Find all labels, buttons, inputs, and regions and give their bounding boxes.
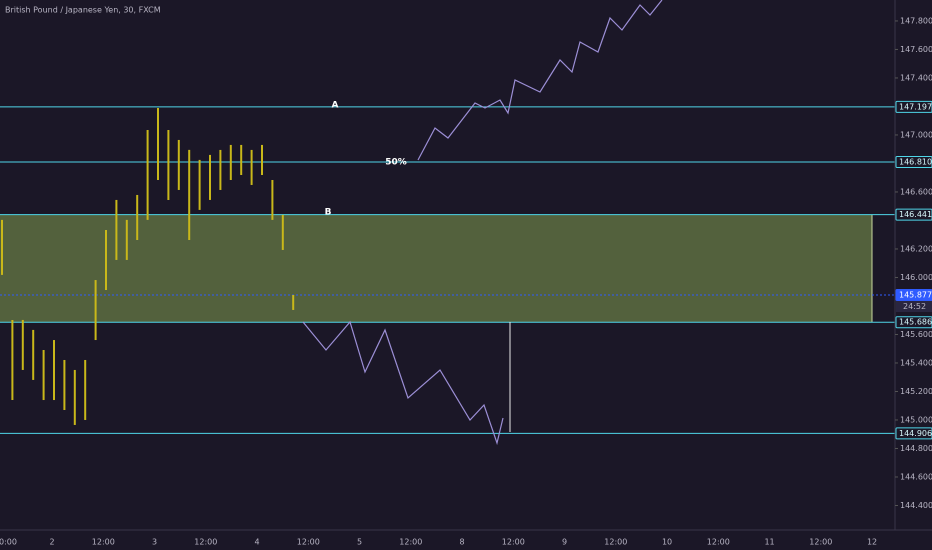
x-tick-label: 12:00 (502, 538, 525, 547)
level-label-box (895, 208, 932, 221)
zone (0, 214, 872, 323)
level-label-box (895, 100, 932, 113)
y-tick-label: 146.200 (900, 244, 932, 253)
x-tick-label: 0:00 (0, 538, 17, 547)
x-tick-label: 12:00 (194, 538, 217, 547)
y-tick-label: 146.000 (900, 273, 932, 282)
x-tick-label: 4 (255, 538, 260, 547)
level-label-box (895, 427, 932, 440)
projection-up (417, 0, 663, 161)
y-tick-label: 144.800 (900, 444, 932, 453)
y-tick-label: 147.000 (900, 130, 932, 139)
y-tick-label: 145.200 (900, 387, 932, 396)
y-tick-label: 146.600 (900, 187, 932, 196)
countdown-box (896, 300, 932, 312)
y-tick-label: 145.000 (900, 415, 932, 424)
annotation: A (332, 101, 339, 111)
x-tick-label: 12:00 (604, 538, 627, 547)
x-tick-label: 10 (662, 538, 672, 547)
level-label: 145.686 (899, 318, 932, 327)
level-label-box (895, 156, 932, 169)
annotation: B (325, 208, 332, 218)
x-tick-label: 11 (764, 538, 774, 547)
x-tick-label: 12:00 (809, 538, 832, 547)
countdown: 24:52 (903, 302, 926, 311)
x-tick-label: 3 (152, 538, 157, 547)
y-tick-label: 144.400 (900, 501, 932, 510)
x-tick-label: 5 (357, 538, 362, 547)
y-tick-label: 145.600 (900, 330, 932, 339)
level-label: 146.810 (899, 158, 932, 167)
x-tick-label: 8 (460, 538, 465, 547)
y-tick-label: 147.800 (900, 16, 932, 25)
y-tick-label: 147.600 (900, 45, 932, 54)
x-tick-label: 12:00 (399, 538, 422, 547)
y-tick-label: 145.400 (900, 358, 932, 367)
x-tick-label: 12:00 (707, 538, 730, 547)
level-label-box (895, 316, 932, 329)
x-tick-label: 9 (562, 538, 567, 547)
x-tick-label: 2 (50, 538, 55, 547)
y-tick-label: 144.600 (900, 472, 932, 481)
level-label-box (895, 288, 932, 301)
x-tick-label: 12:00 (297, 538, 320, 547)
chart-title: British Pound / Japanese Yen, 30, FXCM (5, 6, 161, 15)
annotation: 50% (385, 158, 407, 168)
x-tick-label: 12 (867, 538, 877, 547)
projection-down (302, 320, 504, 446)
y-tick-label: 147.400 (900, 73, 932, 82)
level-label: 146.441 (899, 210, 932, 219)
x-tick-label: 12:00 (92, 538, 115, 547)
plot-area (0, 106, 895, 434)
price-axis (895, 0, 932, 550)
level-label: 144.906 (899, 429, 932, 438)
level-label: 147.197 (899, 102, 932, 111)
level-label: 145.877 (899, 290, 932, 299)
